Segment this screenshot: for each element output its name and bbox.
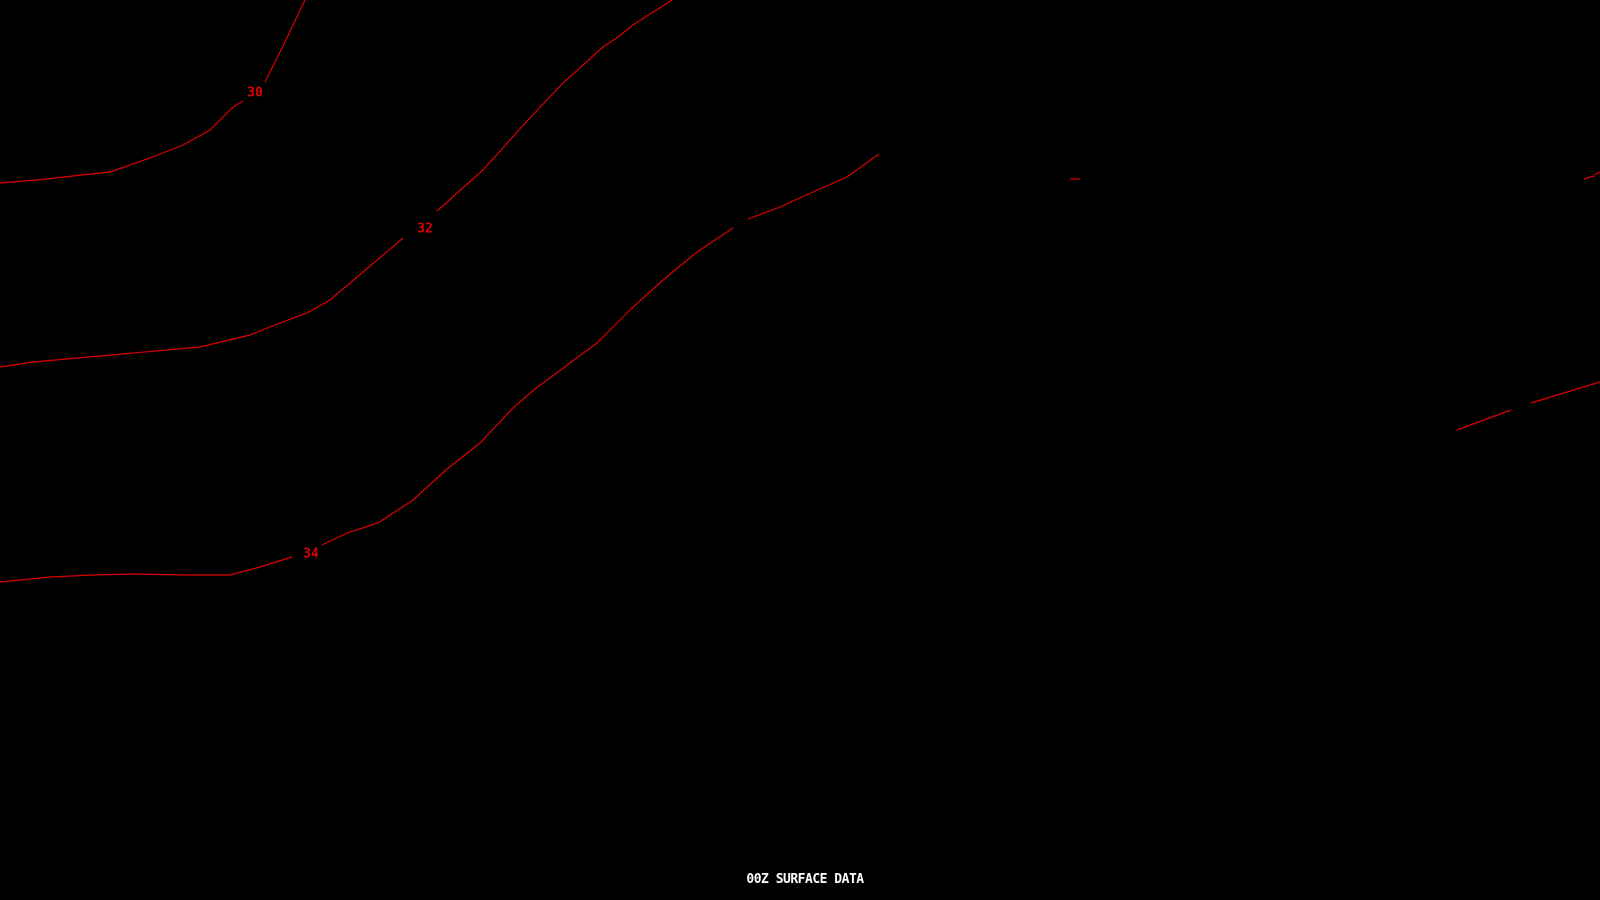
contour-label-30: 30: [246, 85, 264, 101]
isotherm-30-path-1: [264, 0, 306, 83]
isotherm-segment-path-4-2: [1593, 171, 1600, 176]
isotherm-34-path-2: [747, 153, 880, 220]
isotherm-34-path-0: [0, 556, 293, 583]
isotherm-segment-path-3-0: [1456, 409, 1512, 431]
map-title: 00Z SURFACE DATA: [746, 872, 864, 887]
contour-label-32: 32: [416, 221, 434, 237]
isotherm-segment-path-3-1: [1530, 381, 1600, 404]
isotherm-30-path-0: [0, 100, 244, 184]
isotherm-34-path-1: [321, 227, 734, 546]
isotherm-segment-path-4-1: [1583, 175, 1595, 180]
isotherm-32-path-0: [0, 237, 404, 368]
contour-label-34: 34: [302, 546, 320, 562]
isotherm-32-path-1: [436, 0, 673, 212]
